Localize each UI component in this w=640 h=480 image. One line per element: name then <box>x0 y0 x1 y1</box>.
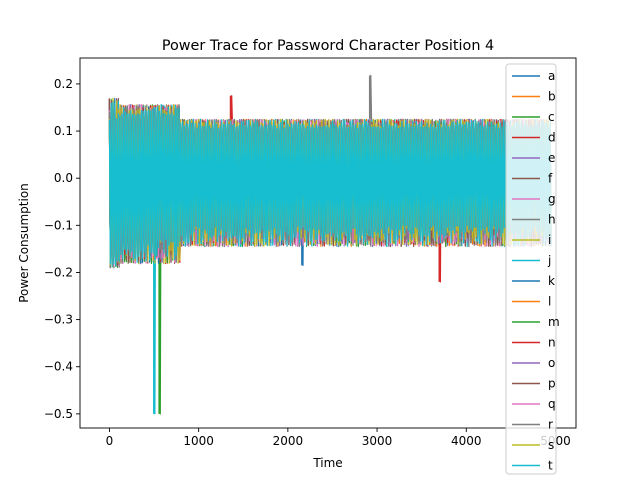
chart-title: Power Trace for Password Character Posit… <box>162 38 494 54</box>
y-tick-label: −0.3 <box>44 313 73 327</box>
x-tick-label: 4000 <box>451 434 482 448</box>
legend-label: m <box>548 315 560 329</box>
y-tick-label: −0.1 <box>44 218 73 232</box>
legend-label: j <box>547 254 551 268</box>
y-axis-label: Power Consumption <box>17 183 31 303</box>
legend-label: g <box>548 192 556 206</box>
legend-label: q <box>548 397 556 411</box>
legend-label: n <box>548 336 556 350</box>
legend-label: r <box>548 418 553 432</box>
legend-label: c <box>548 110 555 124</box>
x-tick-label: 1000 <box>183 434 214 448</box>
legend-box <box>505 63 557 475</box>
legend-label: f <box>548 172 553 186</box>
y-tick-label: 0.0 <box>54 171 73 185</box>
x-tick-label: 0 <box>106 434 114 448</box>
legend-label: b <box>548 90 556 104</box>
y-tick-label: 0.1 <box>54 124 73 138</box>
legend-label: s <box>548 438 554 452</box>
y-axis-ticks: 0.2 0.1 0.0 −0.1 −0.2 −0.3 −0.4 −0.5 <box>44 77 80 421</box>
x-axis-label: Time <box>312 456 342 470</box>
legend-label: a <box>548 69 555 83</box>
y-tick-label: −0.5 <box>44 407 73 421</box>
series-line-t <box>108 101 552 268</box>
legend-label: l <box>548 295 551 309</box>
legend-label: o <box>548 356 555 370</box>
y-tick-label: −0.2 <box>44 265 73 279</box>
y-tick-label: 0.2 <box>54 77 73 91</box>
legend-label: h <box>548 213 556 227</box>
series-layer <box>108 74 552 415</box>
legend-label: i <box>548 233 551 247</box>
plot-frame <box>79 57 577 429</box>
legend-label: t <box>548 459 553 473</box>
legend-label: d <box>548 131 556 145</box>
legend-label: p <box>548 377 556 391</box>
y-tick-label: −0.4 <box>44 360 73 374</box>
legend-label: e <box>548 151 555 165</box>
legend-label: k <box>548 274 555 288</box>
x-tick-label: 3000 <box>362 434 393 448</box>
x-tick-label: 2000 <box>273 434 304 448</box>
